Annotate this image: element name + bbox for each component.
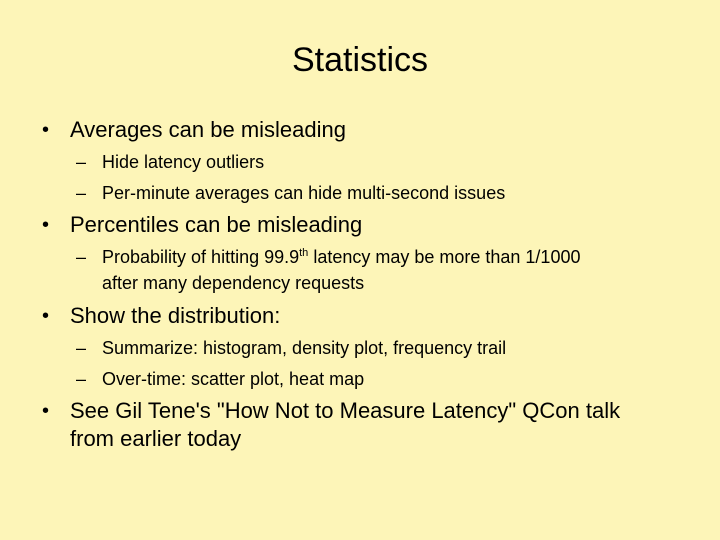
slide-title: Statistics: [291, 41, 429, 79]
sub-bullet-item: – Hide latency outliers: [76, 149, 682, 175]
bullet-icon: •: [42, 119, 50, 141]
sub-bullet-text-after: latency may be more than 1/1000: [308, 247, 581, 267]
sub-bullet-item: – Probability of hitting 99.9th latency …: [76, 244, 682, 296]
sub-bullet-item: – Over-time: scatter plot, heat map: [76, 366, 682, 392]
bullet-item: • See Gil Tene's "How Not to Measure Lat…: [42, 397, 690, 453]
sub-bullet-text-line1: Probability of hitting 99.9th latency ma…: [102, 247, 580, 267]
dash-icon: –: [76, 338, 87, 358]
bullet-text: Percentiles can be misleading: [70, 212, 363, 237]
bullet-item: • Show the distribution:: [42, 302, 690, 330]
bullet-text: Averages can be misleading: [70, 117, 346, 142]
bullet-item: • Averages can be misleading: [42, 116, 690, 144]
bullet-icon: •: [42, 305, 50, 327]
dash-icon: –: [76, 247, 87, 267]
sub-bullet-text: Over-time: scatter plot, heat map: [102, 369, 365, 389]
bullet-text-line1: See Gil Tene's "How Not to Measure Laten…: [70, 398, 621, 423]
sub-bullet-text-line2: after many dependency requests: [102, 273, 365, 293]
dash-icon: –: [76, 369, 87, 389]
bullet-item: • Percentiles can be misleading: [42, 211, 690, 239]
sub-bullet-item: – Per-minute averages can hide multi-sec…: [76, 180, 682, 206]
dash-icon: –: [76, 152, 87, 172]
dash-icon: –: [76, 183, 87, 203]
sub-bullet-text: Hide latency outliers: [102, 152, 265, 172]
superscript-th: th: [299, 247, 309, 259]
bullet-text: Show the distribution:: [70, 303, 281, 328]
sub-bullet-text-before: Probability of hitting 99.9: [102, 247, 300, 267]
sub-bullet-item: – Summarize: histogram, density plot, fr…: [76, 335, 682, 361]
bullet-icon: •: [42, 214, 50, 236]
sub-bullet-text: Summarize: histogram, density plot, freq…: [102, 338, 507, 358]
bullet-text-line2: from earlier today: [70, 426, 242, 451]
sub-bullet-text: Per-minute averages can hide multi-secon…: [102, 183, 506, 203]
bullet-icon: •: [42, 400, 50, 422]
